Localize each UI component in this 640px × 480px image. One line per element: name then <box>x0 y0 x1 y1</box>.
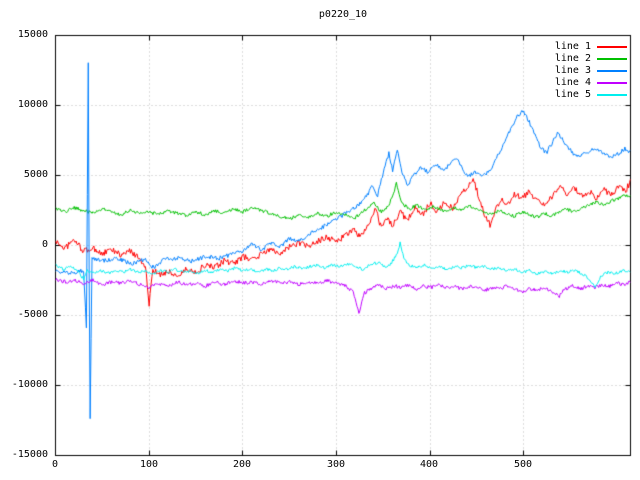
legend-line-sample <box>597 94 627 96</box>
y-tick-label: -5000 <box>17 309 48 320</box>
x-tick-label: 200 <box>232 459 252 470</box>
y-tick-label: 0 <box>41 239 48 250</box>
y-tick-label: -10000 <box>11 379 48 390</box>
legend-label: line 1 <box>554 41 591 52</box>
y-tick-label: 5000 <box>23 169 48 180</box>
legend-line-sample <box>597 82 627 84</box>
x-tick-label: 300 <box>326 459 346 470</box>
legend: line 1 line 2 line 3 line 4 line 5 <box>555 41 627 101</box>
legend-line-sample <box>597 58 627 60</box>
legend-label: line 4 <box>554 77 591 88</box>
x-tick-label: 400 <box>419 459 439 470</box>
y-tick-label: 10000 <box>17 99 48 110</box>
legend-item: line 3 <box>555 65 627 77</box>
legend-line-sample <box>597 46 627 48</box>
legend-item: line 4 <box>555 77 627 89</box>
legend-label: line 5 <box>554 89 591 100</box>
legend-label: line 3 <box>554 65 591 76</box>
legend-item: line 1 <box>555 41 627 53</box>
chart-title: p0220_10 <box>318 9 368 20</box>
x-tick-label: 100 <box>139 459 159 470</box>
legend-item: line 2 <box>555 53 627 65</box>
legend-item: line 5 <box>555 89 627 101</box>
x-tick-label: 0 <box>51 459 59 470</box>
y-tick-label: 15000 <box>17 29 48 40</box>
y-tick-label: -15000 <box>11 449 48 460</box>
x-tick-label: 500 <box>513 459 533 470</box>
legend-line-sample <box>597 70 627 72</box>
legend-label: line 2 <box>554 53 591 64</box>
